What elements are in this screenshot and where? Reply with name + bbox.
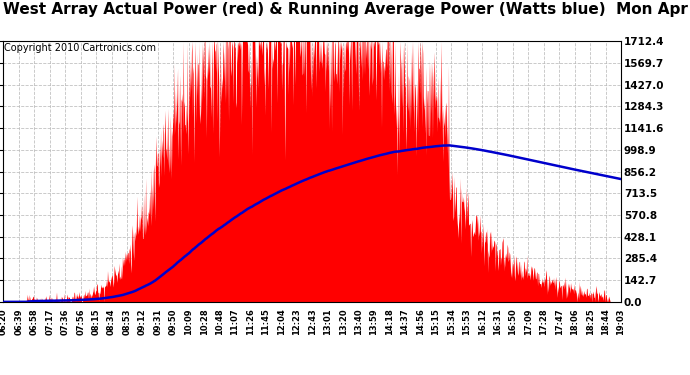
Text: West Array Actual Power (red) & Running Average Power (Watts blue)  Mon Apr 19 1: West Array Actual Power (red) & Running …: [3, 2, 690, 17]
Text: Copyright 2010 Cartronics.com: Copyright 2010 Cartronics.com: [4, 42, 156, 52]
